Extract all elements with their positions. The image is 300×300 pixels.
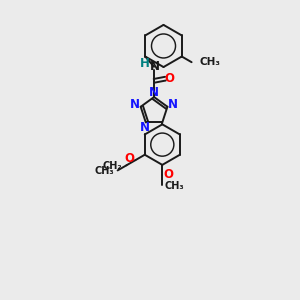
Text: CH₃: CH₃ — [164, 182, 184, 191]
Text: N: N — [150, 60, 160, 73]
Text: O: O — [163, 168, 173, 182]
Text: N: N — [149, 86, 159, 99]
Text: CH₃: CH₃ — [95, 167, 114, 176]
Text: N: N — [130, 98, 140, 110]
Text: H: H — [140, 57, 149, 70]
Text: CH₂: CH₂ — [103, 161, 122, 171]
Text: N: N — [140, 122, 150, 134]
Text: O: O — [164, 72, 175, 85]
Text: N: N — [168, 98, 178, 110]
Text: CH₃: CH₃ — [199, 57, 220, 67]
Text: O: O — [124, 152, 134, 165]
